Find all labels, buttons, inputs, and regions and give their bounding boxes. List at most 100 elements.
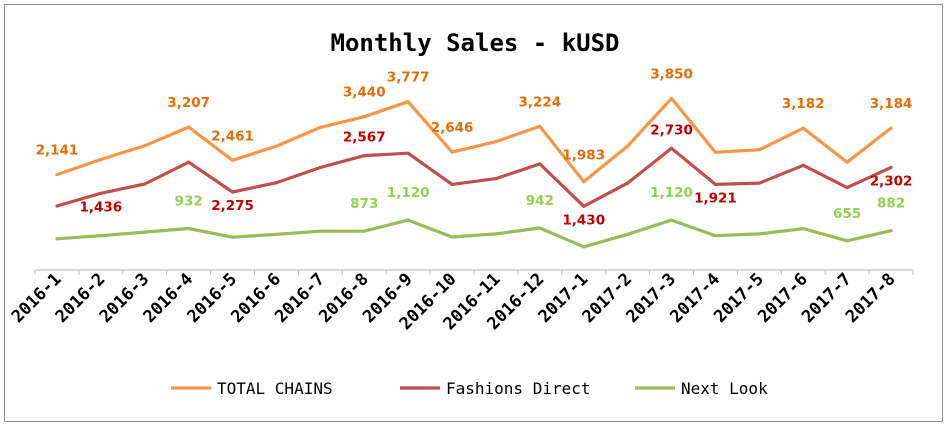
legend: TOTAL CHAINS Fashions Direct Next Look bbox=[171, 379, 768, 398]
data-point-fashions-direct bbox=[626, 181, 630, 185]
data-label-total-chains: 2,461 bbox=[211, 128, 254, 144]
data-label-next-look: 942 bbox=[526, 193, 554, 209]
data-point-total-chains bbox=[187, 125, 191, 129]
data-point-fashions-direct bbox=[845, 185, 849, 190]
data-label-total-chains: 3,207 bbox=[167, 95, 210, 111]
series-line-next-look bbox=[56, 218, 892, 249]
data-label-total-chains: 1,983 bbox=[562, 148, 605, 164]
data-point-next-look bbox=[99, 234, 103, 238]
data-label-total-chains: 2,646 bbox=[431, 120, 474, 136]
data-point-fashions-direct bbox=[230, 190, 235, 194]
data-point-fashions-direct bbox=[99, 191, 103, 195]
data-label-fashions-direct: 1,436 bbox=[79, 199, 122, 215]
data-label-fashions-direct: 2,275 bbox=[211, 198, 254, 214]
data-point-fashions-direct bbox=[713, 182, 718, 186]
legend-label-total-chains: TOTAL CHAINS bbox=[217, 379, 333, 398]
data-point-fashions-direct bbox=[450, 182, 454, 187]
data-point-fashions-direct bbox=[318, 165, 322, 170]
data-point-next-look bbox=[801, 226, 805, 231]
data-point-fashions-direct bbox=[801, 163, 805, 167]
data-label-fashions-direct: 2,567 bbox=[343, 130, 386, 146]
data-point-next-look bbox=[845, 239, 849, 243]
data-point-next-look bbox=[318, 229, 322, 233]
data-point-next-look bbox=[669, 218, 674, 222]
chart-frame: Monthly Sales - kUSD 2,141 3,207 2,461 3,44… bbox=[4, 4, 943, 422]
data-point-total-chains bbox=[406, 100, 410, 104]
legend-label-fashions-direct: Fashions Direct bbox=[446, 379, 591, 398]
data-point-fashions-direct bbox=[187, 160, 191, 164]
data-point-next-look bbox=[406, 218, 410, 222]
data-point-total-chains bbox=[318, 125, 322, 129]
data-point-next-look bbox=[757, 232, 761, 236]
series-lines bbox=[55, 96, 893, 249]
data-point-total-chains bbox=[55, 172, 59, 177]
data-point-fashions-direct bbox=[143, 182, 147, 186]
data-point-fashions-direct bbox=[889, 165, 893, 170]
data-point-total-chains bbox=[889, 126, 893, 130]
series-line-total-chains bbox=[56, 96, 892, 184]
data-point-total-chains bbox=[713, 150, 718, 154]
data-point-fashions-direct bbox=[538, 162, 542, 166]
data-point-fashions-direct bbox=[406, 151, 410, 155]
data-point-fashions-direct bbox=[55, 204, 59, 208]
data-point-total-chains bbox=[757, 148, 761, 152]
data-point-next-look bbox=[362, 229, 366, 233]
x-tick-label: 2017-8 bbox=[842, 269, 900, 327]
data-label-next-look: 1,120 bbox=[387, 185, 430, 201]
chart-title: Monthly Sales - kUSD bbox=[331, 29, 620, 57]
series-line-fashions-direct bbox=[56, 146, 892, 208]
x-tick-marks bbox=[34, 270, 914, 275]
data-point-total-chains bbox=[669, 96, 674, 101]
data-point-total-chains bbox=[274, 144, 279, 148]
data-point-next-look bbox=[494, 232, 498, 236]
data-label-total-chains: 3,850 bbox=[650, 66, 693, 82]
data-point-fashions-direct bbox=[494, 177, 498, 181]
data-label-fashions-direct: 2,730 bbox=[650, 122, 693, 138]
data-point-total-chains bbox=[626, 144, 630, 148]
data-point-fashions-direct bbox=[362, 154, 366, 158]
data-point-next-look bbox=[582, 245, 586, 249]
data-point-total-chains bbox=[494, 140, 498, 144]
data-point-total-chains bbox=[362, 115, 366, 119]
data-point-fashions-direct bbox=[669, 146, 674, 150]
data-label-fashions-direct: 2,302 bbox=[870, 173, 913, 189]
data-label-total-chains: 3,440 bbox=[343, 85, 386, 101]
data-label-fashions-direct: 1,921 bbox=[694, 190, 737, 206]
data-point-total-chains bbox=[582, 180, 586, 184]
data-point-total-chains bbox=[845, 160, 849, 164]
data-point-total-chains bbox=[538, 124, 542, 128]
data-point-next-look bbox=[55, 237, 59, 241]
data-point-total-chains bbox=[99, 157, 103, 162]
data-point-fashions-direct bbox=[582, 204, 586, 208]
data-point-next-look bbox=[187, 226, 191, 231]
data-label-fashions-direct: 1,430 bbox=[562, 212, 605, 228]
data-label-total-chains: 3,184 bbox=[870, 96, 913, 112]
data-point-next-look bbox=[538, 226, 542, 230]
data-point-total-chains bbox=[450, 150, 454, 154]
x-tick-labels: 2016-12016-22016-32016-42016-52016-62016… bbox=[8, 269, 900, 334]
data-point-total-chains bbox=[143, 144, 147, 148]
data-point-total-chains bbox=[801, 126, 805, 130]
legend-label-next-look: Next Look bbox=[681, 379, 768, 398]
data-point-next-look bbox=[274, 232, 279, 236]
data-label-next-look: 655 bbox=[833, 206, 861, 222]
data-point-next-look bbox=[626, 232, 630, 236]
data-point-next-look bbox=[143, 230, 147, 234]
data-point-fashions-direct bbox=[274, 181, 279, 185]
data-label-next-look: 932 bbox=[175, 193, 203, 209]
data-point-fashions-direct bbox=[757, 181, 761, 185]
data-point-total-chains bbox=[230, 158, 235, 162]
data-point-next-look bbox=[889, 229, 893, 233]
data-label-next-look: 882 bbox=[877, 196, 905, 212]
data-label-next-look: 1,120 bbox=[650, 185, 693, 201]
data-point-next-look bbox=[230, 235, 235, 239]
data-label-total-chains: 3,182 bbox=[782, 96, 825, 112]
line-chart: Monthly Sales - kUSD 2,141 3,207 2,461 3,44… bbox=[8, 29, 914, 398]
data-point-next-look bbox=[450, 235, 454, 239]
data-point-next-look bbox=[713, 234, 718, 238]
data-label-next-look: 873 bbox=[350, 196, 378, 212]
data-label-total-chains: 3,224 bbox=[518, 94, 561, 110]
data-label-total-chains: 2,141 bbox=[36, 143, 79, 159]
data-label-total-chains: 3,777 bbox=[387, 70, 430, 86]
